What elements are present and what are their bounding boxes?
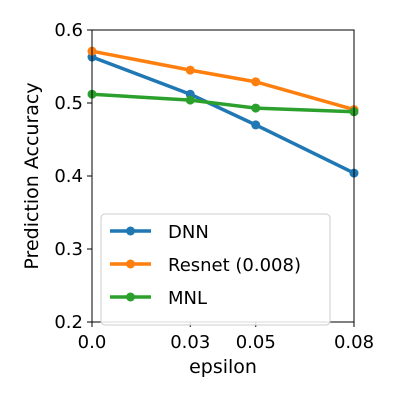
legend-label: Resnet (0.008) (168, 255, 301, 276)
y-tick-label: 0.4 (54, 166, 83, 187)
data-point (251, 120, 261, 130)
data-point (251, 103, 261, 113)
legend-label: MNL (168, 288, 207, 309)
data-point (251, 77, 261, 87)
legend: DNN Resnet (0.008) MNL (100, 213, 331, 326)
series-lines (87, 46, 359, 178)
legend-swatch-marker (126, 226, 135, 236)
x-tick-label: 0.03 (170, 332, 210, 353)
legend-swatch-marker (126, 259, 135, 269)
y-tick-label: 0.5 (54, 93, 83, 114)
y-axis-label: Prediction Accuracy (21, 82, 43, 269)
series-line-0 (90, 55, 356, 175)
x-tick-label: 0.05 (236, 332, 276, 353)
legend-box (100, 213, 331, 326)
y-tick-label: 0.2 (54, 312, 83, 333)
y-tick-label: 0.6 (54, 20, 83, 41)
legend-swatch-marker (126, 292, 135, 302)
series-line-1 (90, 49, 356, 112)
legend-label: DNN (168, 222, 209, 243)
data-point (185, 65, 195, 75)
x-tick-label: 0.08 (334, 332, 374, 353)
data-point (185, 95, 195, 105)
y-tick-label: 0.3 (54, 239, 83, 260)
x-tick-label: 0.0 (78, 332, 107, 353)
series-line-2 (90, 92, 356, 114)
axis-ticks: 0.0 0.03 0.05 0.08 0.2 0.3 0.4 0.5 0.6 (54, 20, 374, 353)
x-axis-label: epsilon (189, 356, 257, 378)
